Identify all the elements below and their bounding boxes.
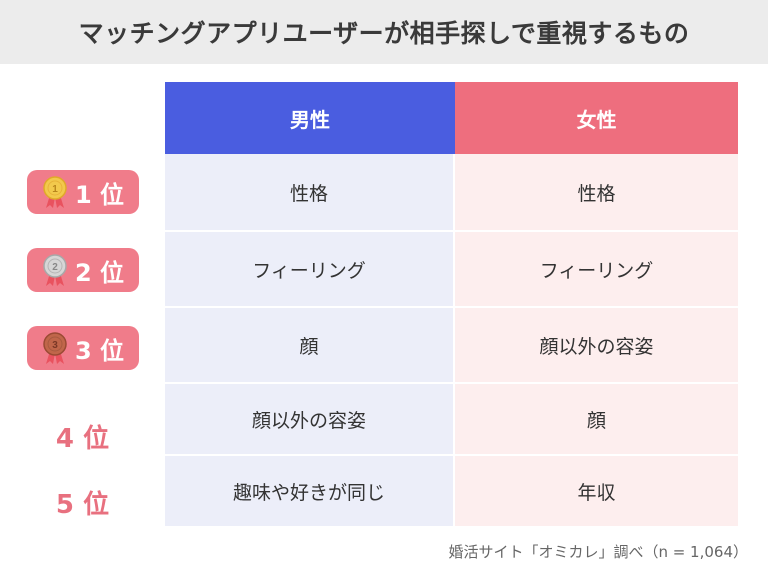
male-cell: 趣味や好きが同じ (165, 454, 455, 526)
rank-1: 1 1 位 (0, 154, 165, 230)
male-cell: 性格 (165, 154, 455, 230)
silver-medal-icon: 2 (43, 254, 67, 286)
rank-5: 5 位 (0, 464, 165, 540)
bronze-medal-icon: 3 (43, 332, 67, 364)
male-cell: 顔 (165, 306, 455, 382)
title-bar: マッチングアプリユーザーが相手探しで重視するもの (0, 0, 768, 64)
rank-pill: 3 3 位 (26, 326, 139, 370)
rank-label: 3 位 (74, 336, 125, 365)
column-header-male: 男性 (165, 82, 455, 154)
svg-text:2: 2 (52, 262, 58, 273)
rank-label: 1 位 (74, 180, 125, 209)
rank-label: 5 位 (55, 489, 110, 520)
svg-text:1: 1 (52, 184, 58, 195)
female-cell: 顔以外の容姿 (455, 306, 738, 382)
table-row: 顔以外の容姿 顔 (165, 382, 738, 454)
rank-3: 3 3 位 (0, 310, 165, 386)
rank-label: 4 位 (55, 423, 110, 454)
female-cell: 顔 (455, 382, 738, 454)
table-row: フィーリング フィーリング (165, 230, 738, 306)
column-header-female: 女性 (455, 82, 738, 154)
female-cell: 年収 (455, 454, 738, 526)
source-note: 婚活サイト「オミカレ」調べ（n = 1,064） (448, 543, 748, 561)
table-header: 男性 女性 (165, 82, 738, 154)
ranking-table: 男性 女性 性格 性格 フィーリング フィーリング 顔 顔以外の容姿 顔以外の容… (165, 82, 738, 526)
rank-2: 2 2 位 (0, 232, 165, 308)
male-cell: 顔以外の容姿 (165, 382, 455, 454)
rank-pill: 1 1 位 (26, 170, 139, 214)
male-cell: フィーリング (165, 230, 455, 306)
table-row: 性格 性格 (165, 154, 738, 230)
rank-pill: 2 2 位 (26, 248, 139, 292)
svg-text:3: 3 (52, 340, 58, 351)
rank-4: 4 位 (0, 398, 165, 474)
female-cell: 性格 (455, 154, 738, 230)
table-row: 顔 顔以外の容姿 (165, 306, 738, 382)
gold-medal-icon: 1 (43, 176, 67, 208)
female-cell: フィーリング (455, 230, 738, 306)
table-row: 趣味や好きが同じ 年収 (165, 454, 738, 526)
page-title: マッチングアプリユーザーが相手探しで重視するもの (78, 19, 690, 48)
rank-label: 2 位 (74, 258, 125, 287)
